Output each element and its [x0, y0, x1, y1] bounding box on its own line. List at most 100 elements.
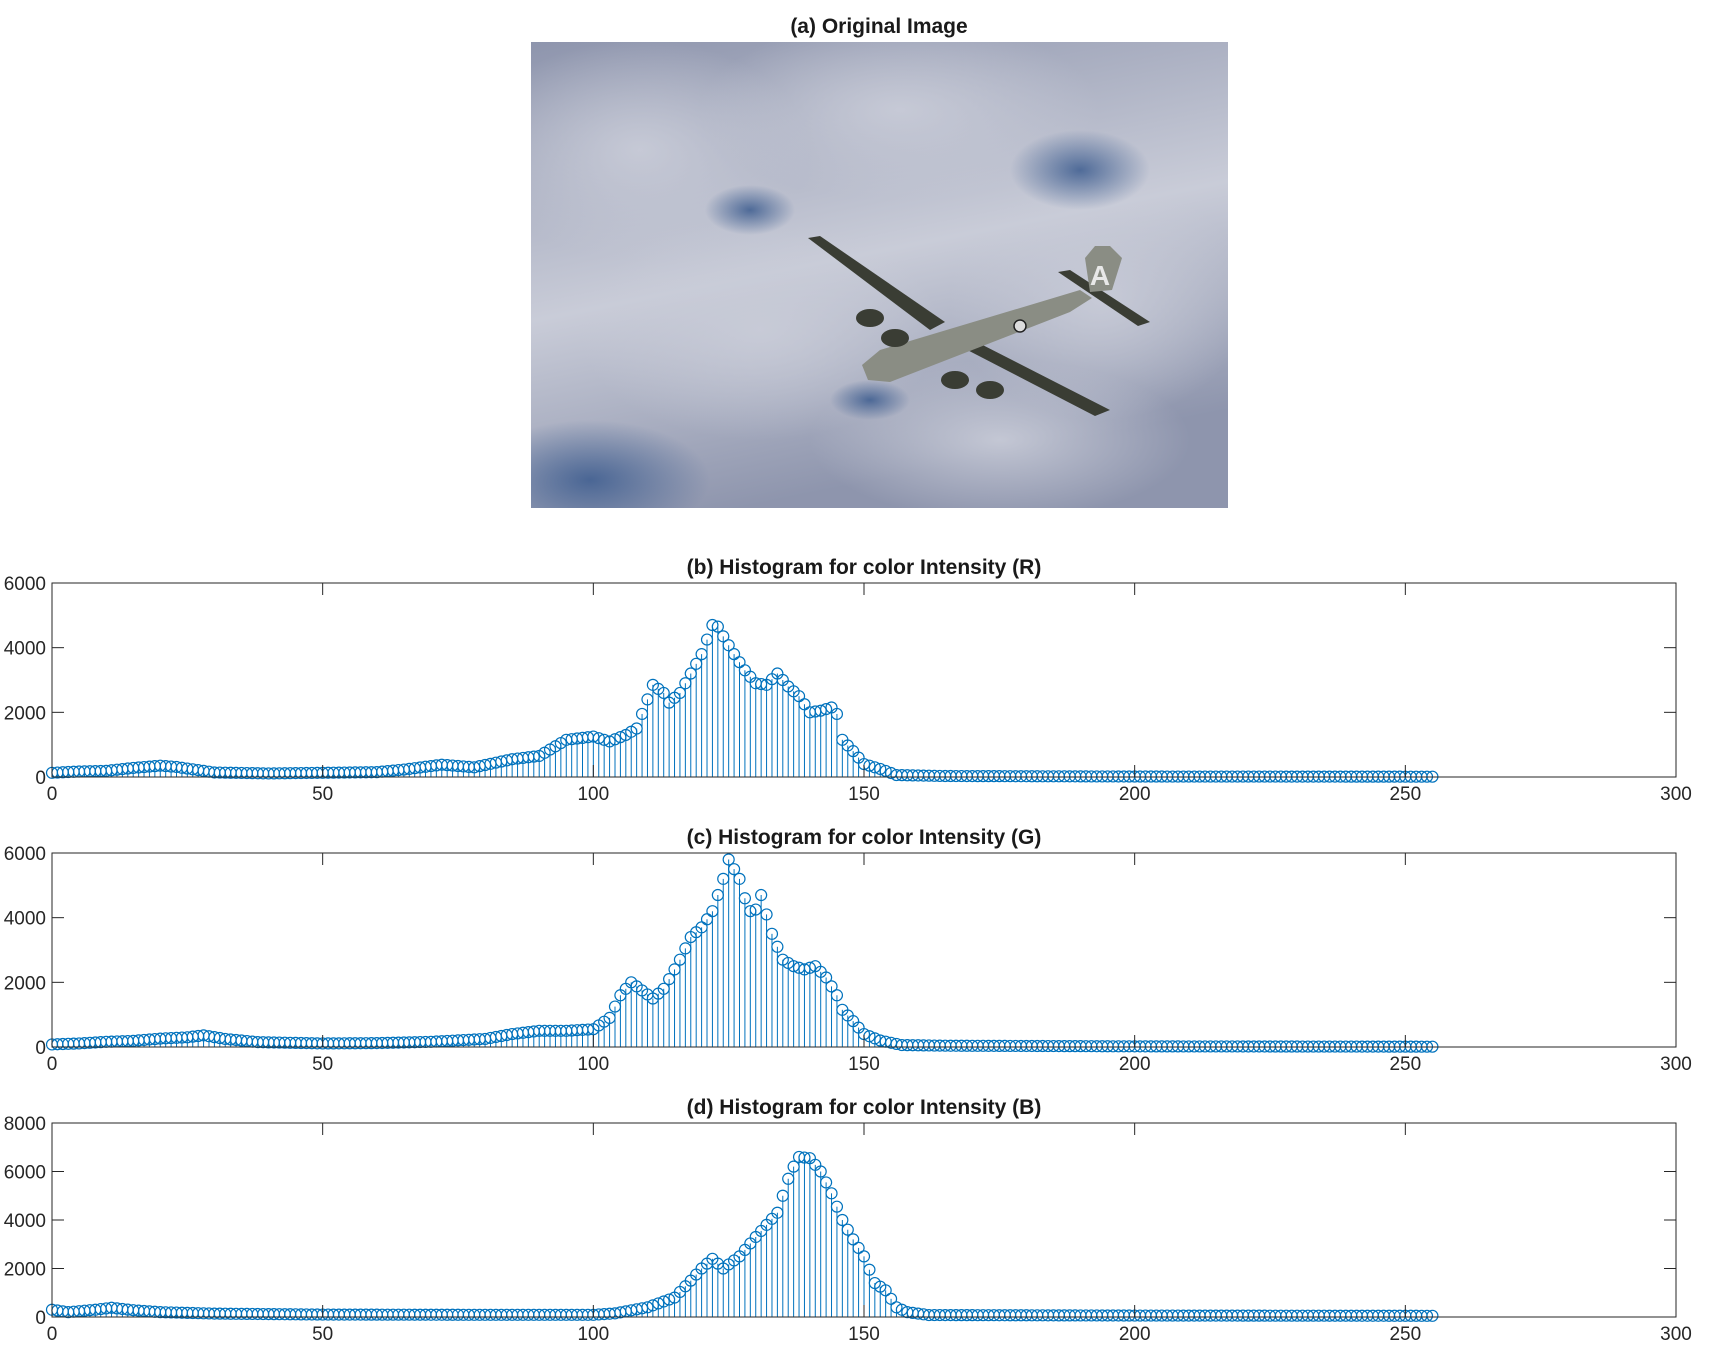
stem-marker	[874, 762, 887, 776]
stem-marker	[755, 677, 768, 691]
x-tick-label: 100	[577, 784, 609, 805]
stem-marker	[830, 1200, 844, 1213]
cloud	[950, 180, 1228, 420]
y-tick-label: 0	[35, 1038, 46, 1059]
axes-box	[51, 852, 1677, 1048]
blue-sky-patch	[705, 185, 795, 235]
x-tick-label: 200	[1119, 1324, 1151, 1345]
stem-marker	[857, 1250, 871, 1263]
x-tick-label: 250	[1389, 784, 1421, 805]
x-tick-label: 100	[577, 1054, 609, 1075]
stem-marker	[738, 892, 752, 905]
x-tick-label: 250	[1389, 1324, 1421, 1345]
stem-marker	[771, 940, 784, 953]
histogram-chart-1: (c) Histogram for color Intensity (G) 0 50…	[4, 826, 1692, 1075]
y-tick-label: 0	[35, 1308, 46, 1329]
stem-marker	[787, 960, 800, 973]
stem-series	[45, 853, 1439, 1053]
x-tick-label: 200	[1119, 784, 1151, 805]
stem-marker	[879, 764, 892, 778]
stem-marker	[1426, 1309, 1439, 1322]
plane-fuselage	[862, 290, 1092, 382]
stem-marker	[879, 1284, 892, 1297]
stem-marker	[820, 1176, 833, 1189]
x-tick-label: 0	[47, 784, 58, 805]
blue-sky-patch	[531, 420, 710, 508]
stem-series	[45, 618, 1439, 783]
y-tick-label: 2000	[4, 1260, 46, 1281]
y-tick-label: 4000	[4, 909, 46, 930]
plane-engine	[856, 309, 884, 327]
chart-title: (b) Histogram for color Intensity (R)	[687, 556, 1042, 579]
blue-sky-patch	[1010, 130, 1150, 210]
y-tick-label: 6000	[4, 1163, 46, 1184]
original-photo: A	[531, 42, 1228, 508]
x-tick-label: 50	[312, 784, 333, 805]
x-tick-label: 150	[848, 1324, 880, 1345]
stem-marker	[798, 1151, 811, 1164]
stem-marker	[755, 888, 768, 902]
y-tick-label: 2000	[4, 703, 46, 724]
x-tick-label: 300	[1660, 1324, 1692, 1345]
y-tick-label: 2000	[4, 973, 46, 994]
x-tick-label: 50	[312, 1054, 333, 1075]
x-tick-label: 0	[47, 1324, 58, 1345]
stem-marker	[587, 730, 600, 743]
stem-marker	[765, 927, 779, 940]
x-tick-label: 0	[47, 1054, 58, 1075]
plane-tail-stabilizer	[1058, 270, 1150, 326]
blue-sky-patch	[830, 380, 910, 420]
y-tick-label: 8000	[4, 1114, 46, 1135]
stem-marker	[830, 989, 844, 1002]
stem-marker	[890, 1301, 903, 1314]
photo-title: (a) Original Image	[790, 15, 967, 38]
stem-marker	[825, 1187, 838, 1200]
stem-marker	[706, 618, 719, 632]
stem-marker	[868, 1032, 881, 1045]
plane-insignia	[1013, 319, 1027, 333]
stem-marker	[727, 863, 741, 876]
stem-marker	[657, 686, 670, 700]
stem-marker	[884, 1292, 898, 1305]
stem-marker	[847, 1233, 860, 1246]
plane-tail-fin	[1085, 246, 1122, 292]
plane-engine	[881, 329, 909, 347]
stem-marker	[830, 707, 844, 721]
y-tick-label: 0	[35, 768, 46, 789]
histogram-charts: (b) Histogram for color Intensity (R) 0 50…	[4, 556, 1692, 1345]
stem-marker	[592, 732, 605, 745]
stem-marker	[863, 1263, 876, 1276]
stem-marker	[820, 971, 833, 984]
stem-marker	[868, 761, 881, 774]
y-tick-label: 6000	[4, 844, 46, 865]
stem-marker	[722, 853, 735, 866]
stem-marker	[814, 1165, 827, 1178]
x-tick-label: 250	[1389, 1054, 1421, 1075]
stem-marker	[825, 980, 838, 993]
airplane: A	[808, 236, 1150, 416]
x-tick-label: 300	[1660, 784, 1692, 805]
plane-tail-letter: A	[1090, 260, 1110, 291]
plane-wing	[808, 236, 945, 330]
stem-marker	[717, 630, 730, 643]
histogram-chart-0: (b) Histogram for color Intensity (R) 0 50…	[4, 556, 1692, 805]
x-tick-label: 50	[312, 1324, 333, 1345]
stem-marker	[841, 1223, 854, 1236]
y-tick-label: 4000	[4, 639, 46, 660]
stem-marker	[836, 1213, 849, 1227]
x-tick-label: 100	[577, 1324, 609, 1345]
y-tick-label: 4000	[4, 1211, 46, 1232]
chart-title: (d) Histogram for color Intensity (B)	[687, 1096, 1042, 1119]
x-tick-label: 200	[1119, 1054, 1151, 1075]
axes-box	[51, 582, 1677, 778]
y-tick-label: 6000	[4, 574, 46, 595]
stem-marker	[760, 908, 773, 921]
stem-marker	[852, 1241, 865, 1254]
histogram-chart-2: (d) Histogram for color Intensity (B) 0 50…	[4, 1096, 1692, 1345]
cloud	[700, 42, 1100, 200]
chart-title: (c) Histogram for color Intensity (G)	[687, 826, 1042, 849]
x-tick-label: 300	[1660, 1054, 1692, 1075]
stem-marker	[733, 872, 746, 885]
x-tick-label: 150	[848, 784, 880, 805]
